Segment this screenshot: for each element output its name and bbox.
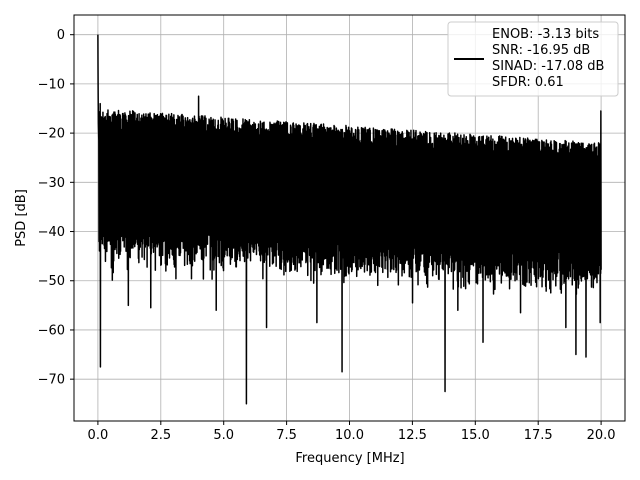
plot-area xyxy=(97,34,602,405)
x-tick-label: 5.0 xyxy=(213,428,234,443)
legend-text-line: SINAD: -17.08 dB xyxy=(492,59,604,74)
x-tick-label: 12.5 xyxy=(398,428,427,443)
legend-text-line: SNR: -16.95 dB xyxy=(492,43,590,58)
y-tick-label: 0 xyxy=(57,28,65,43)
x-tick-label: 7.5 xyxy=(276,428,297,443)
axes: 0.0 2.5 5.0 7.5 10.0 12.5 15.0 17.5 20.0 0 −10 −20 −… xyxy=(38,14,626,443)
x-tick-label: 15.0 xyxy=(461,428,490,443)
legend-text-line: SFDR: 0.61 xyxy=(492,75,564,90)
y-tick-label: −30 xyxy=(38,176,65,191)
legend-box xyxy=(447,21,619,97)
x-tick-label: 17.5 xyxy=(524,428,553,443)
y-tick-label: −70 xyxy=(38,373,65,388)
y-tick-label: −50 xyxy=(38,274,65,289)
y-tick-label: −40 xyxy=(38,225,65,240)
x-tick-label: 2.5 xyxy=(150,428,171,443)
legend-text-line: ENOB: -3.13 bits xyxy=(492,27,599,42)
x-tick-label: 20.0 xyxy=(587,428,616,443)
x-tick-label: 10.0 xyxy=(335,428,364,443)
x-tick-label: 0.0 xyxy=(88,428,109,443)
y-tick-label: −10 xyxy=(38,77,65,92)
psd-trace xyxy=(97,34,602,405)
y-axis-label: PSD [dB] xyxy=(14,189,29,247)
y-tick-label: −60 xyxy=(38,323,65,338)
y-tick-label: −20 xyxy=(38,127,65,142)
x-axis-label: Frequency [MHz] xyxy=(295,451,404,466)
